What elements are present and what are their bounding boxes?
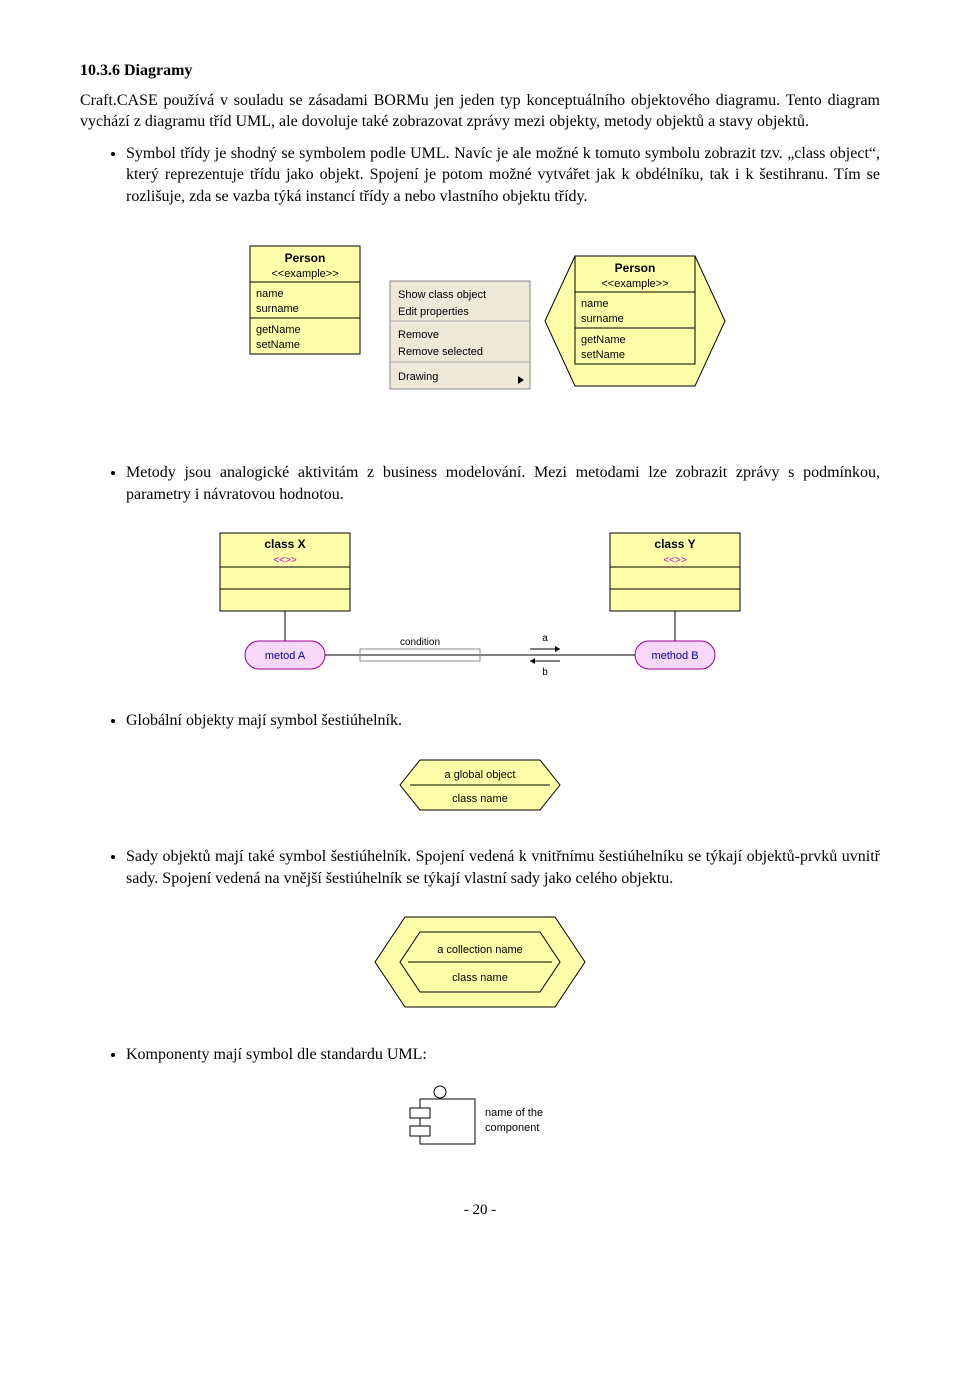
global-line2: class name	[452, 793, 508, 805]
hex-method-1: getName	[581, 334, 626, 346]
component-line2: component	[485, 1122, 539, 1134]
menu-item-3[interactable]: Remove	[398, 329, 439, 341]
method-b-label: method B	[651, 650, 698, 662]
class-method-1: getName	[256, 324, 301, 336]
page-number: - 20 -	[80, 1200, 880, 1220]
bullet-4: Sady objektů mají také symbol šestiúheln…	[126, 846, 880, 889]
figure-global-object: a global object class name	[80, 750, 880, 827]
hex-method-2: setName	[581, 349, 625, 361]
class-y: class Y <<>>	[610, 533, 740, 611]
menu-item-4[interactable]: Remove selected	[398, 346, 483, 358]
classx-title: class X	[264, 537, 305, 551]
method-b: method B	[635, 641, 715, 669]
context-menu[interactable]: Show class object Edit properties Remove…	[390, 281, 530, 389]
hex-title: Person	[615, 261, 656, 275]
classx-stereo: <<>>	[273, 555, 297, 566]
section-heading: 10.3.6 Diagramy	[80, 60, 880, 82]
bullet-2: Metody jsou analogické aktivitám z busin…	[126, 462, 880, 505]
figure-collection: a collection name class name	[80, 907, 880, 1024]
intro-paragraph: Craft.CASE používá v souladu se zásadami…	[80, 90, 880, 133]
collection-line2: class name	[452, 972, 508, 984]
arrow-left-icon	[530, 658, 535, 664]
param-a: a	[542, 633, 548, 644]
menu-item-5[interactable]: Drawing	[398, 371, 438, 383]
class-title: Person	[285, 251, 326, 265]
figure-class-object: Person <<example>> name surname getName …	[80, 226, 880, 443]
class-object-hexagon: Person <<example>> name surname getName …	[545, 256, 725, 386]
classy-stereo: <<>>	[663, 555, 687, 566]
class-method-2: setName	[256, 339, 300, 351]
class-stereo: <<example>>	[271, 268, 338, 280]
bullet-3: Globální objekty mají symbol šestiúhelní…	[126, 710, 880, 732]
collection-line1: a collection name	[437, 944, 523, 956]
method-a: metod A	[245, 641, 325, 669]
hex-attr-2: surname	[581, 313, 624, 325]
bullet-5: Komponenty mají symbol dle standardu UML…	[126, 1044, 880, 1066]
param-b: b	[542, 667, 548, 678]
class-attr-1: name	[256, 288, 284, 300]
condition-label: condition	[400, 637, 440, 648]
class-attr-2: surname	[256, 303, 299, 315]
menu-item-1[interactable]: Show class object	[398, 289, 486, 301]
class-x: class X <<>>	[220, 533, 350, 611]
figure-methods: class X <<>> class Y <<>> metod A method…	[80, 523, 880, 690]
uml-class-rect: Person <<example>> name surname getName …	[250, 246, 360, 354]
figure-component: name of the component	[80, 1084, 880, 1161]
bullet-1: Symbol třídy je shodný se symbolem podle…	[126, 143, 880, 208]
hex-stereo: <<example>>	[601, 278, 668, 290]
menu-item-2[interactable]: Edit properties	[398, 306, 469, 318]
classy-title: class Y	[654, 537, 695, 551]
global-line1: a global object	[445, 769, 516, 781]
arrow-right-icon	[555, 646, 560, 652]
hex-attr-1: name	[581, 298, 609, 310]
component-line1: name of the	[485, 1107, 543, 1119]
method-a-label: metod A	[265, 650, 306, 662]
